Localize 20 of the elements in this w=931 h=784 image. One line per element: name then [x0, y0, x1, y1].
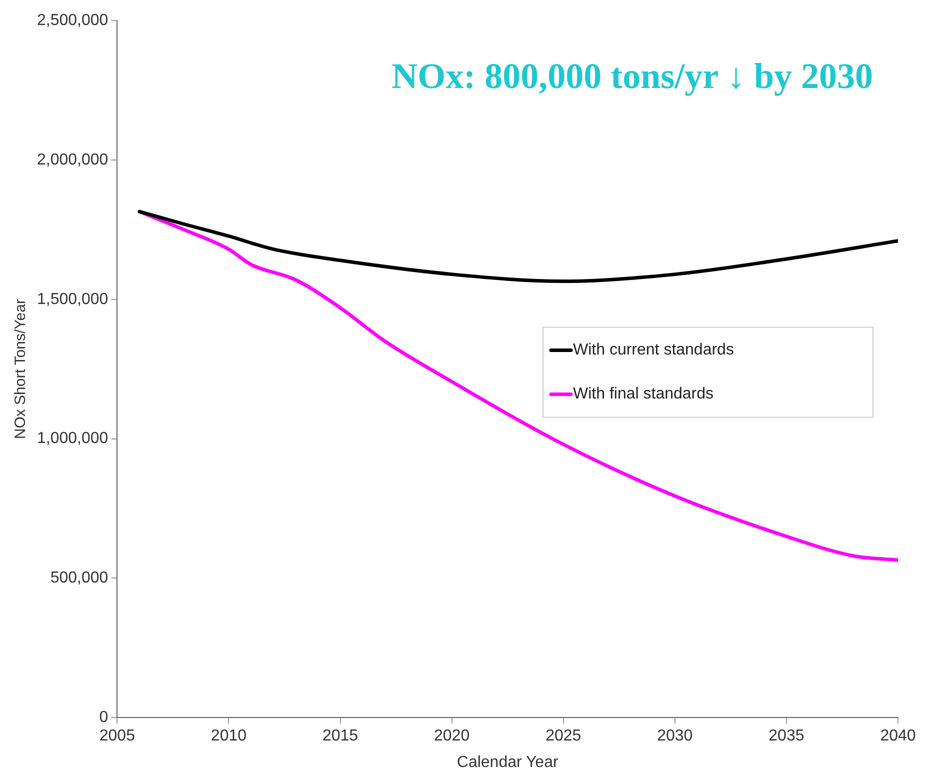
y-tick-label: 1,500,000 — [36, 290, 108, 308]
x-axis-title: Calendar Year — [456, 754, 559, 771]
y-tick-label: 0 — [99, 709, 108, 726]
y-axis-title: NOx Short Tons/Year — [12, 299, 30, 440]
y-tick-label: 2,000,000 — [36, 151, 108, 168]
y-tick-label: 2,500,000 — [36, 12, 108, 30]
line-series — [138, 210, 898, 284]
x-tick-label: 2020 — [434, 728, 470, 745]
x-tick-label: 2030 — [657, 728, 693, 745]
x-tick-label: 2040 — [880, 728, 916, 745]
y-tick-label: 1,000,000 — [36, 430, 108, 448]
legend-label: With final standards — [573, 386, 714, 403]
x-tick-label: 2010 — [210, 728, 247, 745]
x-tick-label: 2015 — [322, 728, 358, 745]
y-tick-label: 500,000 — [50, 570, 108, 587]
x-tick-label: 2005 — [99, 728, 136, 745]
x-tick-label: 2035 — [768, 728, 804, 745]
x-tick-label: 2025 — [546, 728, 582, 745]
annotation: NOx: 800,000 tons/yr ↓ by 2030 — [392, 56, 873, 96]
legend-label: With current standards — [573, 342, 734, 359]
